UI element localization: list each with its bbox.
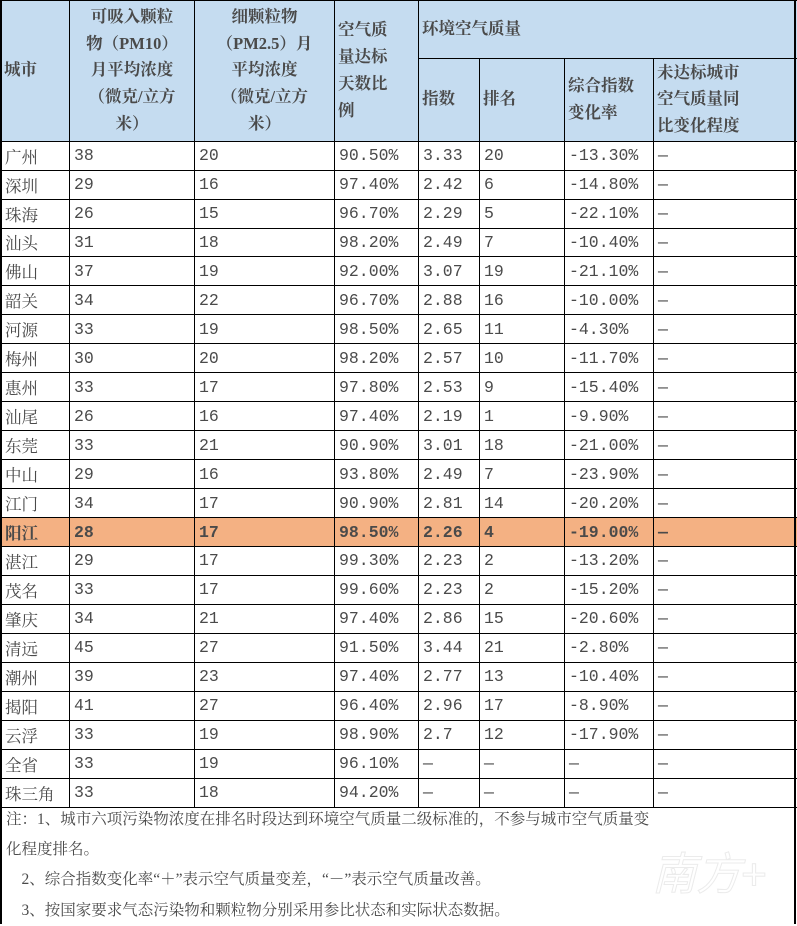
svg-text:南方+: 南方+ [652, 850, 767, 900]
